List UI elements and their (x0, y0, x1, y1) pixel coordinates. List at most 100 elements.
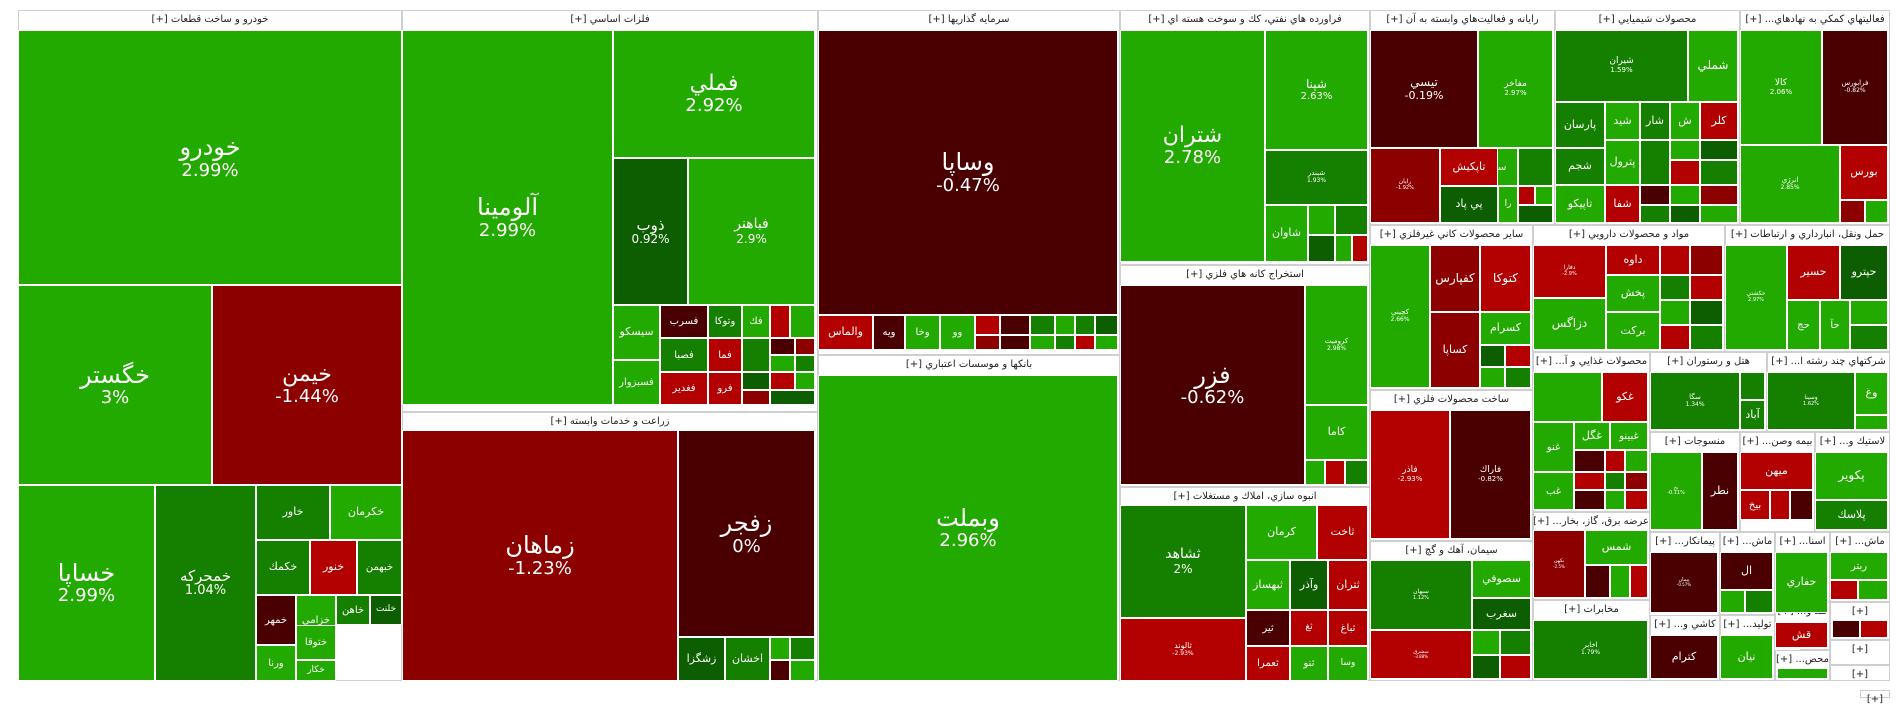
treemap-mini-cell[interactable] (1850, 300, 1888, 325)
treemap-mini-cell[interactable] (770, 390, 815, 405)
treemap-mini-cell[interactable] (1574, 490, 1605, 510)
treemap-mini-cell[interactable] (1625, 490, 1648, 510)
sector-title[interactable]: مخابرات [+] (1564, 604, 1619, 615)
treemap-mini-cell[interactable] (1640, 140, 1670, 185)
stock-tile[interactable]: فرو (708, 372, 742, 405)
stock-tile[interactable]: وبملت 2.96% (818, 375, 1118, 681)
treemap-mini-cell[interactable] (1858, 580, 1888, 600)
stock-tile[interactable]: خكرمان (330, 485, 402, 540)
treemap-mini-cell[interactable] (1625, 450, 1648, 472)
stock-tile[interactable]: پترول (1605, 140, 1640, 185)
sector-title[interactable]: لاستيك و... [+] (1819, 436, 1886, 447)
treemap-mini-cell[interactable] (1660, 275, 1690, 300)
stock-tile[interactable]: دفارا -2.9% (1533, 245, 1606, 298)
stock-tile[interactable]: پكوير (1815, 452, 1888, 500)
sector-title[interactable]: خودرو و ساخت قطعات [+] (151, 14, 269, 25)
stock-tile[interactable]: بيخ (1740, 490, 1770, 520)
stock-tile[interactable]: شتران 2.78% (1120, 30, 1265, 262)
stock-tile[interactable]: وتوكا (708, 305, 742, 338)
treemap-mini-cell[interactable] (1055, 335, 1075, 350)
stock-tile[interactable]: كرمان (1246, 505, 1317, 560)
stock-tile[interactable]: اخابر 1.79% (1533, 620, 1648, 679)
treemap-mini-cell[interactable] (1660, 245, 1690, 275)
stock-tile[interactable]: وساپا -0.47% (818, 30, 1118, 315)
sector-title[interactable]: محصولات غذايي و آ... [+] (1535, 356, 1648, 367)
treemap-mini-cell[interactable] (1770, 490, 1790, 520)
treemap-mini-cell[interactable] (1650, 613, 1718, 615)
stock-tile[interactable]: خنور (310, 540, 357, 595)
stock-tile[interactable]: غبينو (1610, 422, 1648, 450)
treemap-mini-cell[interactable] (1660, 325, 1690, 350)
stock-tile[interactable]: فصبا (660, 338, 708, 372)
treemap-mini-cell[interactable] (1000, 315, 1030, 335)
treemap-mini-cell[interactable] (1305, 460, 1325, 485)
stock-tile[interactable]: كچيني 2.66% (1370, 245, 1430, 388)
sector-title[interactable]: محصولات شيميايي [+] (1598, 14, 1697, 25)
stock-tile[interactable]: ثنو (1290, 646, 1328, 681)
stock-tile[interactable]: خودرو 2.99% (18, 30, 402, 285)
treemap-mini-cell[interactable] (770, 305, 790, 338)
treemap-mini-cell[interactable] (1690, 300, 1723, 325)
stock-tile[interactable]: خيمن -1.44% (212, 285, 402, 485)
treemap-mini-cell[interactable] (1670, 160, 1700, 185)
treemap-mini-cell[interactable] (1308, 205, 1335, 235)
stock-tile[interactable]: خاور (256, 485, 330, 540)
stock-tile[interactable]: خمحركه 1.04% (155, 485, 256, 681)
stock-tile[interactable]: ويه (873, 315, 905, 350)
treemap-mini-cell[interactable] (1055, 315, 1075, 335)
treemap-mini-cell[interactable] (1790, 490, 1813, 520)
stock-tile[interactable]: وسينا 1.62% (1767, 372, 1855, 430)
stock-tile[interactable]: تاپكيش (1440, 148, 1498, 186)
stock-tile[interactable]: وآذر (1290, 560, 1328, 610)
treemap-mini-cell[interactable] (1700, 185, 1738, 205)
stock-tile[interactable]: ثير (1246, 610, 1290, 646)
stock-tile[interactable]: ورنا (256, 645, 296, 681)
stock-tile[interactable]: كترام (1650, 635, 1718, 679)
treemap-mini-cell[interactable] (1660, 300, 1690, 325)
stock-tile[interactable]: حكشتي 2.97% (1725, 245, 1787, 350)
stock-tile[interactable]: حسير (1787, 245, 1840, 300)
stock-tile[interactable]: غنو (1533, 422, 1574, 472)
stock-tile[interactable]: تيسي -0.19% (1370, 30, 1478, 148)
treemap-mini-cell[interactable] (1585, 565, 1610, 598)
stock-tile[interactable]: ثعمرا (1246, 646, 1290, 681)
treemap-mini-cell[interactable] (742, 372, 770, 390)
stock-tile[interactable]: پلاسك (1815, 500, 1888, 530)
stock-tile[interactable]: فاذر -2.93% (1370, 410, 1450, 539)
treemap-mini-cell[interactable] (1700, 160, 1738, 185)
stock-tile[interactable]: پخش (1606, 275, 1660, 312)
stock-tile[interactable]: ال (1720, 552, 1773, 590)
stock-tile[interactable]: انرژي 2.85% (1740, 145, 1840, 223)
stock-tile[interactable]: تاپيكو (1555, 185, 1605, 223)
treemap-mini-cell[interactable] (1325, 460, 1345, 485)
stock-tile[interactable]: سيسكو (613, 305, 660, 360)
stock-tile[interactable]: زماهان -1.23% (402, 430, 678, 681)
stock-tile[interactable]: اخشان (725, 637, 770, 681)
stock-tile[interactable]: ثالوند -2.93% (1120, 618, 1246, 681)
stock-tile[interactable]: شجم (1555, 148, 1605, 185)
sector-title[interactable]: فلزات اساسي [+] (570, 14, 650, 25)
stock-tile[interactable]: ش (1670, 102, 1700, 140)
treemap-mini-cell[interactable] (1345, 460, 1368, 485)
stock-tile[interactable]: ختوقا (296, 625, 336, 660)
stock-tile[interactable]: ثتران (1328, 560, 1368, 610)
sector-title[interactable]: سرمايه گذاريها [+] (928, 14, 1010, 25)
treemap-mini-cell[interactable] (770, 660, 790, 681)
sector-title[interactable]: عرضه برق، گاز، بخار... [+] (1534, 516, 1649, 527)
sector-title[interactable]: [+] (1851, 606, 1869, 617)
stock-tile[interactable]: وغ (1855, 372, 1888, 415)
stock-tile[interactable]: پيمان -0.57% (1650, 552, 1718, 613)
treemap-mini-cell[interactable] (1574, 450, 1605, 472)
sector-title[interactable]: ساير محصولات كاني غيرفلزي [+] (1379, 229, 1524, 240)
stock-tile[interactable]: ثاخت (1317, 505, 1368, 560)
sector-title[interactable]: [+] (1851, 644, 1869, 655)
treemap-mini-cell[interactable] (1352, 235, 1368, 262)
treemap-mini-cell[interactable] (1832, 620, 1860, 638)
stock-tile[interactable]: پارسان (1555, 102, 1605, 148)
stock-tile[interactable]: غب (1533, 472, 1574, 510)
treemap-mini-cell[interactable] (1720, 590, 1745, 613)
treemap-mini-cell[interactable] (1518, 148, 1553, 186)
stock-tile[interactable]: سگا 1.34% (1650, 372, 1740, 430)
treemap-mini-cell[interactable] (770, 355, 795, 372)
stock-tile[interactable]: خساپا 2.99% (18, 485, 155, 681)
